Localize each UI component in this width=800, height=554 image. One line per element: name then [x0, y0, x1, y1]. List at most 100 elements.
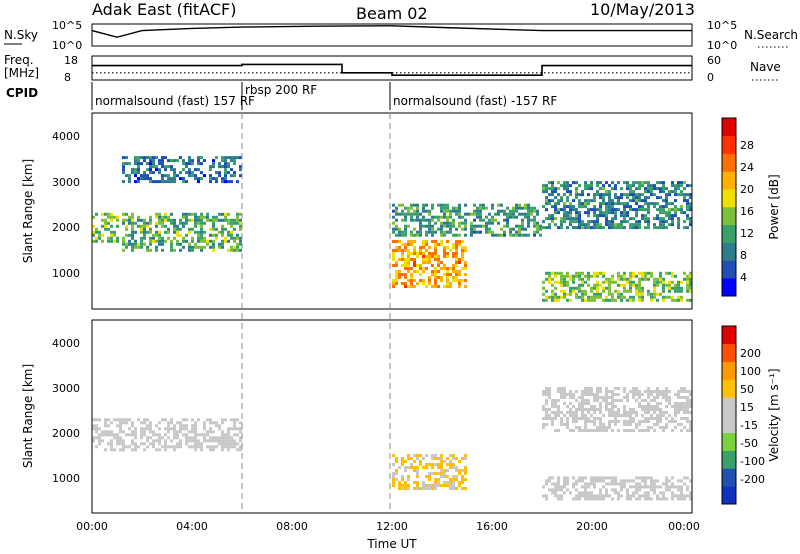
- power-echo-cell: [185, 171, 188, 175]
- velocity-echo-cell: [581, 411, 584, 414]
- cpid-segment-2: rbsp 200 RF: [245, 83, 317, 97]
- power-echo-cell: [686, 202, 689, 206]
- power-echo-cell: [410, 282, 413, 285]
- power-echo-cell: [521, 221, 524, 225]
- power-echo-cell: [671, 286, 674, 290]
- velocity-tick-minus200: -200: [740, 473, 765, 486]
- power-echo-cell: [149, 156, 152, 160]
- power-echo-cell: [680, 181, 683, 185]
- power-echo-cell: [443, 221, 446, 225]
- velocity-echo-cell: [647, 485, 650, 489]
- velocity-echo-cell: [635, 414, 638, 417]
- power-echo-cell: [560, 220, 563, 224]
- power-echo-cell: [131, 245, 134, 249]
- velocity-colorbar-band: [722, 379, 736, 398]
- velocity-echo-cell: [416, 487, 419, 490]
- velocity-echo-cell: [119, 436, 122, 440]
- power-echo-cell: [581, 292, 584, 296]
- power-echo-cell: [95, 236, 98, 240]
- velocity-echo-cell: [587, 393, 590, 396]
- power-echo-cell: [176, 242, 179, 246]
- power-echo-cell: [446, 206, 449, 210]
- velocity-echo-cell: [674, 485, 677, 489]
- power-echo-cell: [398, 227, 401, 231]
- power-echo-cell: [446, 209, 449, 213]
- power-echo-cell: [659, 217, 662, 221]
- power-echo-cell: [680, 280, 683, 284]
- velocity-echo-cell: [398, 484, 401, 487]
- power-echo-cell: [437, 243, 440, 246]
- power-echo-cell: [629, 223, 632, 227]
- power-echo-cell: [671, 184, 674, 188]
- power-echo-cell: [404, 243, 407, 246]
- velocity-echo-cell: [560, 423, 563, 426]
- power-echo-cell: [218, 171, 221, 175]
- power-echo-cell: [644, 214, 647, 218]
- power-echo-cell: [173, 230, 176, 234]
- velocity-echo-cell: [110, 448, 113, 452]
- power-echo-cell: [167, 215, 170, 219]
- power-echo-cell: [488, 230, 491, 234]
- velocity-echo-cell: [437, 481, 440, 484]
- velocity-echo-cell: [464, 487, 467, 490]
- velocity-echo-cell: [599, 429, 602, 432]
- velocity-echo-cell: [662, 393, 665, 396]
- power-echo-cell: [545, 277, 548, 281]
- power-echo-cell: [434, 246, 437, 249]
- velocity-echo-cell: [440, 484, 443, 487]
- power-echo-cell: [188, 227, 191, 231]
- power-echo-cell: [464, 212, 467, 216]
- power-echo-cell: [641, 277, 644, 281]
- velocity-echo-cell: [680, 429, 683, 432]
- power-echo-cell: [587, 220, 590, 224]
- power-echo-cell: [638, 226, 641, 230]
- velocity-echo-cell: [161, 445, 164, 449]
- velocity-echo-cell: [635, 423, 638, 426]
- velocity-echo-cell: [575, 426, 578, 429]
- power-echo-cell: [608, 289, 611, 293]
- power-echo-cell: [566, 280, 569, 284]
- power-echo-cell: [428, 224, 431, 228]
- velocity-echo-cell: [680, 485, 683, 489]
- velocity-echo-cell: [152, 442, 155, 446]
- power-echo-cell: [563, 217, 566, 221]
- velocity-echo-cell: [587, 390, 590, 393]
- power-echo-cell: [188, 168, 191, 172]
- power-echo-cell: [170, 242, 173, 246]
- power-echo-cell: [650, 202, 653, 206]
- power-echo-cell: [416, 270, 419, 273]
- velocity-echo-cell: [557, 476, 560, 480]
- power-echo-cell: [233, 245, 236, 249]
- power-echo-cell: [224, 162, 227, 166]
- radar-title: Adak East (fitACF): [92, 0, 236, 19]
- velocity-echo-cell: [557, 408, 560, 411]
- power-echo-cell: [665, 211, 668, 215]
- power-echo-cell: [428, 279, 431, 282]
- power-y-tick-3000: 3000: [52, 176, 80, 189]
- power-echo-cell: [578, 277, 581, 281]
- power-echo-cell: [656, 298, 659, 302]
- velocity-echo-cell: [635, 393, 638, 396]
- power-echo-cell: [614, 211, 617, 215]
- velocity-echo-cell: [458, 469, 461, 472]
- velocity-echo-cell: [611, 476, 614, 480]
- velocity-echo-cell: [425, 463, 428, 466]
- power-echo-cell: [422, 206, 425, 210]
- velocity-echo-cell: [548, 414, 551, 417]
- power-echo-cell: [596, 217, 599, 221]
- velocity-echo-cell: [164, 418, 167, 422]
- power-echo-cell: [200, 218, 203, 222]
- power-echo-cell: [527, 206, 530, 210]
- power-echo-cell: [497, 233, 500, 237]
- power-echo-cell: [683, 187, 686, 191]
- power-echo-cell: [104, 212, 107, 216]
- power-echo-cell: [122, 236, 125, 240]
- power-echo-cell: [680, 286, 683, 290]
- velocity-echo-cell: [563, 482, 566, 486]
- power-echo-cell: [137, 242, 140, 246]
- power-echo-cell: [197, 159, 200, 163]
- velocity-echo-cell: [215, 439, 218, 443]
- velocity-echo-cell: [116, 439, 119, 443]
- power-echo-cell: [608, 277, 611, 281]
- velocity-echo-cell: [176, 442, 179, 446]
